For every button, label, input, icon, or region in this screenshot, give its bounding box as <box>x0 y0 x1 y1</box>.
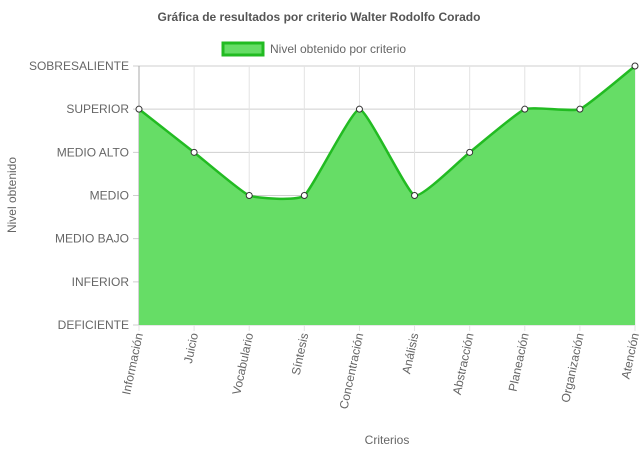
chart-title: Gráfica de resultados por criterio Walte… <box>158 10 481 24</box>
x-tick-label: Concentración <box>337 332 367 411</box>
x-tick-label: Juicio <box>181 331 201 364</box>
x-tick-label: Vocabulario <box>229 331 256 396</box>
data-point[interactable] <box>631 62 639 70</box>
y-tick-label: MEDIO BAJO <box>55 232 129 246</box>
x-tick-label: Planeación <box>506 332 532 393</box>
y-tick-label: MEDIO <box>90 189 129 203</box>
x-axis: Información Juicio Vocabulario Síntesis Conc… <box>119 331 639 410</box>
x-tick-label: Información <box>119 332 146 396</box>
data-point[interactable] <box>466 148 474 156</box>
y-axis: DEFICIENTE INFERIOR MEDIO BAJO MEDIO MEDIO A… <box>29 59 129 332</box>
data-point[interactable] <box>135 105 143 113</box>
data-point[interactable] <box>355 105 363 113</box>
data-point[interactable] <box>300 192 308 199</box>
data-point[interactable] <box>576 105 584 113</box>
x-tick-label: Síntesis <box>289 332 312 377</box>
legend[interactable]: Nivel obtenido por criterio <box>221 41 406 57</box>
area-fill <box>139 66 635 325</box>
y-tick-label: DEFICIENTE <box>58 318 129 332</box>
x-tick-label: Atención <box>619 332 639 381</box>
series-line <box>138 65 636 201</box>
data-point[interactable] <box>411 192 419 199</box>
x-tick-label: Organización <box>558 332 586 404</box>
data-point[interactable] <box>521 105 529 113</box>
x-tick-label: Abstracción <box>450 332 477 396</box>
x-tick-label: Análisis <box>399 332 421 375</box>
legend-swatch <box>221 41 265 57</box>
y-tick-label: MEDIO ALTO <box>57 145 129 159</box>
plot-area <box>135 62 639 325</box>
y-tick-label: INFERIOR <box>72 275 130 289</box>
x-axis-title: Criterios <box>365 433 410 447</box>
data-point[interactable] <box>190 148 198 156</box>
y-axis-title: Nivel obtenido <box>5 157 19 233</box>
y-tick-label: SOBRESALIENTE <box>29 59 129 73</box>
legend-label: Nivel obtenido por criterio <box>270 42 406 56</box>
y-tick-label: SUPERIOR <box>66 102 129 116</box>
data-point[interactable] <box>245 192 253 199</box>
